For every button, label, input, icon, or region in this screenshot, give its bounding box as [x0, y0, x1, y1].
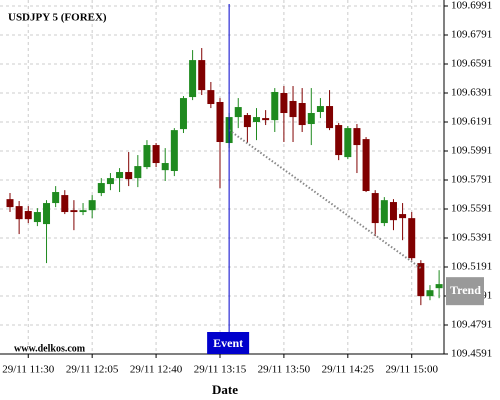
candle-body — [353, 128, 361, 146]
x-tick-label: 29/11 14:25 — [322, 364, 375, 376]
y-tick-label: 109.6791 — [451, 29, 492, 41]
candle-body — [189, 60, 197, 98]
x-tick-label: 29/11 13:50 — [258, 364, 311, 376]
candle-body — [179, 98, 187, 130]
trend-label-box — [446, 277, 484, 306]
candle-body — [326, 106, 334, 129]
chart-title: USDJPY 5 (FOREX) — [8, 12, 107, 24]
candle-body — [52, 192, 60, 204]
y-tick-label: 109.4591 — [451, 348, 492, 360]
candle-body — [234, 107, 242, 118]
candle-body — [417, 263, 425, 297]
x-tick-label: 29/11 12:05 — [66, 364, 119, 376]
candle-body — [134, 166, 142, 179]
candle-body — [170, 130, 178, 172]
trend-label: Trend — [450, 283, 481, 297]
y-tick-label: 109.6191 — [451, 116, 492, 128]
y-tick-label: 109.6391 — [451, 87, 492, 99]
candle-body — [116, 172, 124, 179]
watermark: www.delkos.com — [14, 343, 86, 354]
y-tick-label: 109.5191 — [451, 261, 492, 273]
candle-body — [243, 115, 251, 128]
candle-body — [61, 195, 69, 213]
y-tick-label: 109.5991 — [451, 145, 492, 157]
y-tick-label: 109.5391 — [451, 232, 492, 244]
candle-body — [298, 103, 306, 126]
x-tick-label: 29/11 12:40 — [130, 364, 183, 376]
y-tick-label: 109.5591 — [451, 203, 492, 215]
candle-body — [371, 193, 379, 224]
x-tick-label: 29/11 11:30 — [2, 364, 55, 376]
candle-body — [426, 290, 434, 297]
candle-body — [88, 200, 96, 211]
candle-body — [408, 218, 416, 259]
candle-body — [271, 91, 279, 121]
candle-body — [24, 211, 32, 220]
candle-body — [380, 200, 388, 224]
candle-body — [253, 117, 261, 122]
candle-body — [125, 172, 133, 180]
candle-body — [70, 210, 78, 213]
x-tick-label: 29/11 15:00 — [385, 364, 438, 376]
candle-body — [152, 145, 160, 164]
candle-body — [161, 163, 169, 171]
candle-body — [307, 113, 315, 125]
candle-body — [335, 125, 343, 156]
trend-line — [228, 129, 422, 269]
candle-body — [280, 93, 288, 114]
candle-body — [399, 214, 407, 219]
candle-body — [389, 202, 397, 221]
candle-body — [106, 178, 114, 185]
candle-body — [362, 139, 370, 192]
candle-body — [43, 203, 51, 225]
marks — [6, 48, 443, 306]
candle-body — [79, 210, 87, 213]
candle-body — [262, 118, 270, 121]
candle-body — [97, 183, 105, 194]
y-tick-label: 109.6591 — [451, 58, 492, 70]
candle-body — [435, 284, 443, 289]
x-axis-title: Date — [212, 382, 238, 397]
y-tick-label: 109.4791 — [451, 319, 492, 331]
x-tick-label: 29/11 13:15 — [194, 364, 247, 376]
candle-body — [15, 206, 23, 220]
grid — [0, 0, 444, 355]
candle-body — [316, 106, 324, 112]
candle-body — [198, 60, 206, 91]
candle-body — [33, 212, 41, 223]
candle-body — [216, 101, 224, 143]
candle-body — [289, 100, 297, 118]
candle-body — [207, 90, 215, 105]
event-box — [207, 332, 250, 354]
y-tick-label: 109.6991 — [451, 0, 492, 12]
candle-body — [344, 128, 352, 158]
y-tick-label: 109.5791 — [451, 174, 492, 186]
event-label: Event — [213, 336, 243, 350]
candle-body — [143, 145, 151, 168]
candle-body — [6, 199, 14, 208]
